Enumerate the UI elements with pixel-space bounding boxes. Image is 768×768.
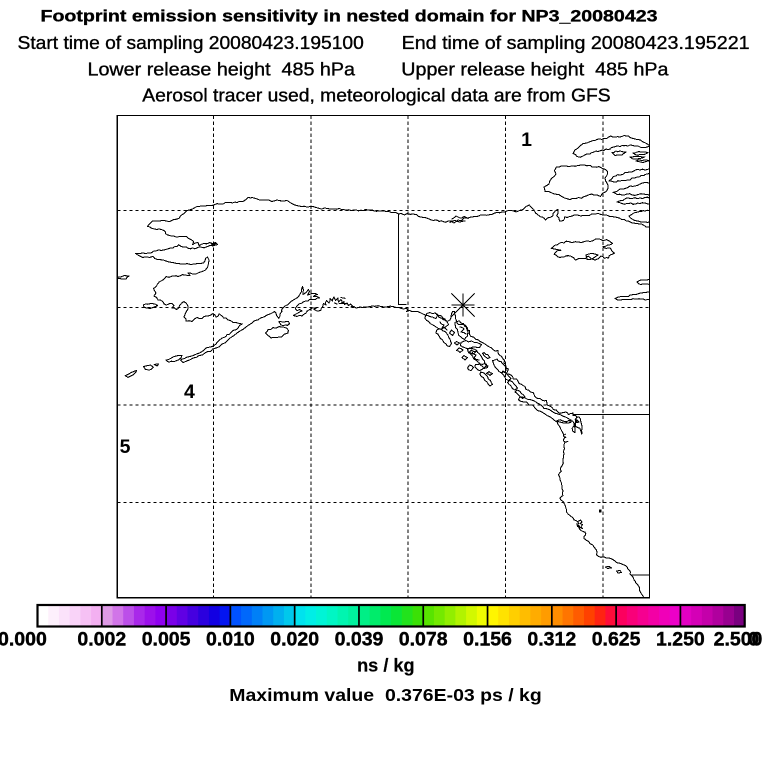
svg-text:0.312: 0.312 [527,629,576,651]
svg-text:4: 4 [184,381,195,403]
svg-text:Footprint emission sensitivity: Footprint emission sensitivity in nested… [41,7,658,26]
svg-text:Aerosol tracer used, meteorolo: Aerosol tracer used, meteorological data… [142,86,610,106]
svg-text:0.156: 0.156 [463,629,512,651]
svg-text:0.000: 0.000 [0,629,47,651]
svg-text:Start time of sampling 2008042: Start time of sampling 20080423.195100 [18,33,364,53]
svg-text:1.250: 1.250 [656,629,705,651]
svg-text:Lower release height 485 hPa: Lower release height 485 hPa [88,59,357,79]
svg-text:1: 1 [521,129,532,151]
svg-text:0.010: 0.010 [206,629,255,651]
svg-text:0: 0 [748,629,759,651]
svg-text:0.039: 0.039 [335,629,384,651]
svg-text:End time of sampling 20080423.: End time of sampling 20080423.195221 [402,33,750,53]
svg-text:2.500: 2.500 [714,629,763,651]
svg-text:0.002: 0.002 [77,629,126,651]
svg-text:Upper release height 485 hPa: Upper release height 485 hPa [401,59,669,79]
svg-text:0.005: 0.005 [142,629,191,651]
svg-text:Maximum value 0.376E-03 ps /: Maximum value 0.376E-03 ps / kg [229,685,542,705]
svg-text:0.020: 0.020 [270,629,319,651]
svg-text:0.625: 0.625 [592,629,641,651]
svg-text:5: 5 [120,436,131,458]
svg-text:ns / kg: ns / kg [357,656,415,676]
svg-text:0.078: 0.078 [399,629,448,651]
